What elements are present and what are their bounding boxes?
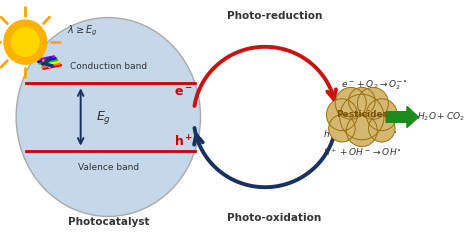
Text: Photo-oxidation: Photo-oxidation bbox=[227, 213, 321, 223]
Ellipse shape bbox=[11, 27, 40, 57]
Ellipse shape bbox=[327, 99, 357, 131]
Text: $e^- + O_2 \rightarrow O_2^{-\bullet}$: $e^- + O_2 \rightarrow O_2^{-\bullet}$ bbox=[341, 79, 408, 92]
Text: Valence band: Valence band bbox=[78, 163, 139, 172]
Ellipse shape bbox=[346, 115, 377, 146]
Text: $\mathbf{e^-}$: $\mathbf{e^-}$ bbox=[174, 86, 193, 99]
Text: $h^+ + OH^- \rightarrow OH^{\bullet}$: $h^+ + OH^- \rightarrow OH^{\bullet}$ bbox=[323, 146, 401, 158]
Ellipse shape bbox=[16, 18, 201, 216]
Ellipse shape bbox=[366, 99, 397, 131]
Ellipse shape bbox=[335, 88, 366, 119]
Ellipse shape bbox=[348, 88, 375, 115]
Ellipse shape bbox=[3, 19, 47, 65]
Ellipse shape bbox=[340, 94, 384, 140]
Text: $E_g$: $E_g$ bbox=[96, 109, 111, 125]
Text: $\lambda\geq E_g$: $\lambda\geq E_g$ bbox=[67, 23, 97, 38]
Ellipse shape bbox=[368, 115, 395, 142]
Text: Pesticides: Pesticides bbox=[336, 110, 388, 119]
FancyArrow shape bbox=[386, 106, 419, 128]
Text: $h^+ + H_2O \rightarrow OH^{\bullet}$: $h^+ + H_2O \rightarrow OH^{\bullet}$ bbox=[323, 129, 397, 142]
Text: $\mathbf{h^+}$: $\mathbf{h^+}$ bbox=[173, 134, 193, 149]
Text: Photo-reduction: Photo-reduction bbox=[227, 11, 322, 21]
Ellipse shape bbox=[328, 115, 355, 142]
Text: Photocatalyst: Photocatalyst bbox=[68, 217, 149, 227]
Text: Conduction band: Conduction band bbox=[70, 62, 147, 71]
Text: $H_2O+CO_2$: $H_2O+CO_2$ bbox=[417, 111, 465, 123]
Ellipse shape bbox=[357, 88, 388, 119]
